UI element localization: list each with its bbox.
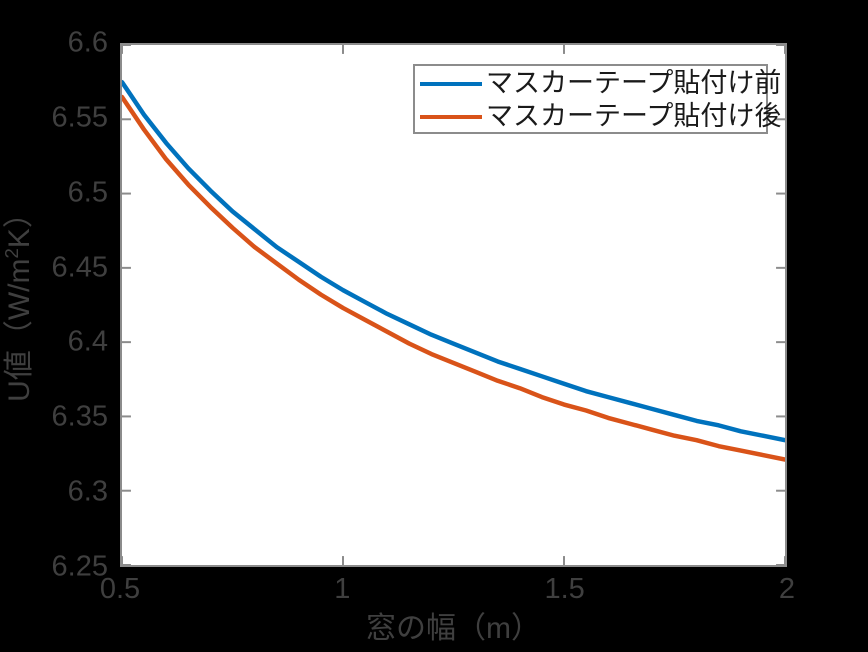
y-tick-label: 6.45	[51, 251, 108, 284]
axis-ticks	[122, 45, 785, 565]
y-tick-label: 6.35	[51, 400, 108, 433]
x-tick-label: 2	[778, 573, 796, 605]
y-tick-label: 6.4	[67, 325, 108, 358]
series-line-2	[122, 94, 785, 462]
legend-line-swatch-series-2	[420, 114, 482, 119]
x-axis-title: 窓の幅（m）	[366, 612, 541, 645]
x-tick-label: 1.5	[544, 573, 585, 605]
legend-line-swatch-series-1	[420, 81, 482, 86]
x-tick-label: 0.5	[99, 573, 141, 605]
legend-label: マスカーテープ貼付け後	[486, 101, 782, 132]
legend-item[interactable]: マスカーテープ貼付け後	[415, 100, 781, 133]
x-tick-label: 1	[334, 573, 351, 605]
y-tick-label: 6.3	[67, 475, 108, 508]
y-tick-label: 6.5	[67, 176, 108, 209]
legend-label: マスカーテープ貼付け前	[486, 68, 782, 99]
series-line-1	[122, 79, 785, 443]
y-tick-label: 6.55	[51, 101, 108, 134]
legend-box[interactable]: マスカーテープ貼付け前 マスカーテープ貼付け後	[413, 64, 781, 134]
y-axis-tick-labels: 6.25 6.3 6.35 6.4 6.45 6.5 6.55 6.6	[0, 0, 108, 652]
y-tick-label: 6.6	[67, 26, 108, 59]
y-tick-label: 6.25	[51, 550, 108, 583]
x-axis-tick-labels: 0.5 1 1.5 2	[0, 575, 868, 615]
plot-svg	[122, 45, 785, 565]
legend-item[interactable]: マスカーテープ貼付け前	[415, 67, 781, 100]
data-series-group	[122, 79, 785, 462]
